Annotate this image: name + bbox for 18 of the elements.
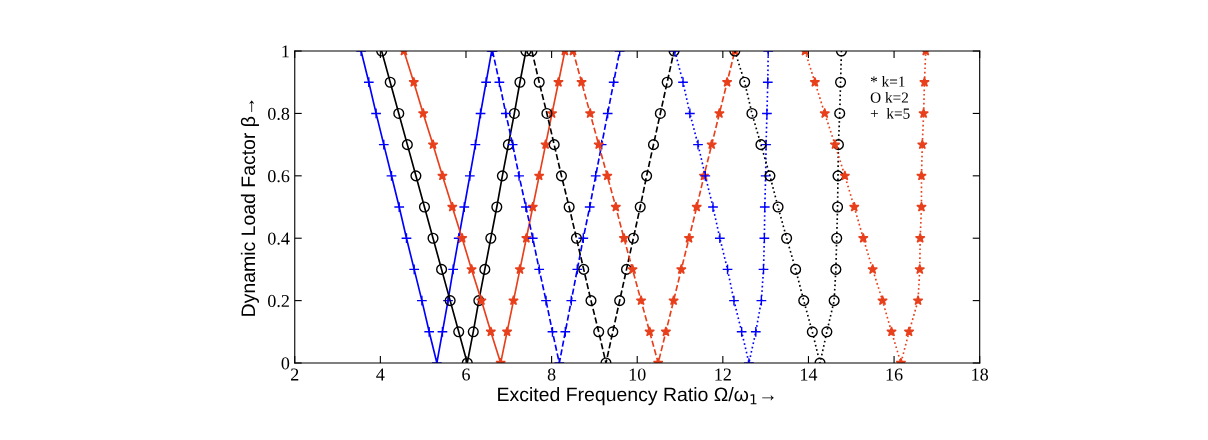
x-tick-label: 4 <box>376 368 385 381</box>
x-tick-label: 18 <box>972 368 989 381</box>
x-tick-label: 8 <box>547 368 556 381</box>
y-tick-label: 0.2 <box>268 294 289 308</box>
y-tick-label: 0.8 <box>268 107 290 120</box>
y-tick-label: 0 <box>281 357 290 370</box>
x-tick-label: 12 <box>715 368 731 381</box>
x-tick-label: 14 <box>801 368 818 381</box>
x-tick-label: 6 <box>462 368 470 381</box>
y-axis-title: Dynamic Load Factor β→ <box>240 100 259 316</box>
annotation: * k=1 O k=2 + k=5 <box>870 76 910 119</box>
x-tick-label: 10 <box>629 368 646 381</box>
y-tick-label: 0.4 <box>268 232 290 245</box>
x-tick-label: 16 <box>886 368 903 381</box>
x-axis-title: Excited Frequency Ratio Ω/ω$_{1}$→ <box>498 387 774 406</box>
x-tick-label: 2 <box>291 368 299 381</box>
y-tick-label: 1 <box>282 45 289 58</box>
y-tick-label: 0.6 <box>268 170 290 183</box>
